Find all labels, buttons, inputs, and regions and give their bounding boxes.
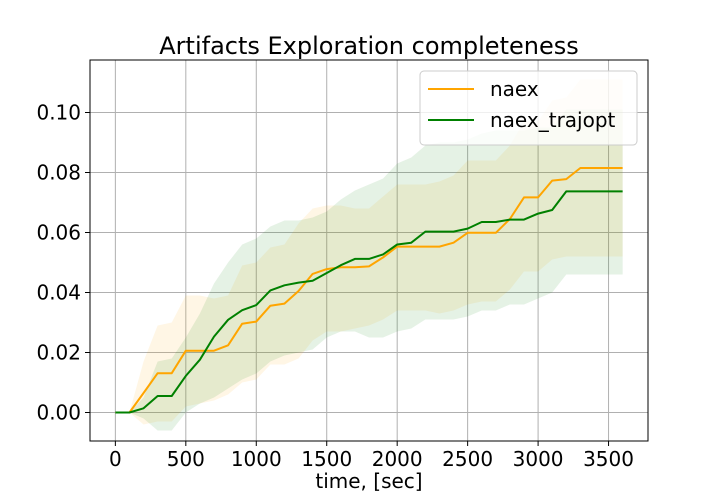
y-tick-label-1: 0.02 bbox=[36, 341, 81, 365]
y-tick-label-0: 0.00 bbox=[36, 401, 81, 425]
series-lines bbox=[115, 167, 623, 414]
x-tick-label-6: 3000 bbox=[513, 447, 564, 471]
legend-label-naex-trajopt: naex_trajopt bbox=[490, 108, 616, 132]
x-tick-label-1: 500 bbox=[167, 447, 205, 471]
x-tick-label-0: 0 bbox=[109, 447, 122, 471]
x-tick-label-3: 1500 bbox=[301, 447, 352, 471]
y-tick-label-3: 0.06 bbox=[36, 221, 81, 245]
x-tick-label-5: 2500 bbox=[442, 447, 493, 471]
y-axis-ticks: 0.00 0.02 0.04 0.06 0.08 0.10 bbox=[36, 101, 90, 425]
line-naex bbox=[115, 167, 623, 414]
band-naex bbox=[115, 79, 623, 425]
x-axis-ticks: 0 500 1000 1500 2000 2500 3000 3500 bbox=[109, 441, 634, 471]
line-naex-trajopt bbox=[115, 190, 623, 414]
confidence-bands bbox=[115, 79, 623, 431]
legend-label-naex: naex bbox=[490, 77, 539, 101]
x-tick-label-2: 1000 bbox=[231, 447, 282, 471]
chart-title: Artifacts Exploration completeness bbox=[159, 32, 578, 60]
legend-box bbox=[419, 70, 638, 146]
y-tick-label-2: 0.04 bbox=[36, 281, 81, 305]
y-tick-label-4: 0.08 bbox=[36, 161, 81, 185]
band-naex-trajopt bbox=[115, 109, 623, 431]
x-axis-label: time, [sec] bbox=[315, 469, 422, 493]
plot-frame bbox=[89, 59, 649, 442]
y-tick-label-5: 0.10 bbox=[36, 101, 81, 125]
x-tick-label-7: 3500 bbox=[583, 447, 634, 471]
legend: naex naex_trajopt bbox=[419, 70, 638, 146]
x-tick-label-4: 2000 bbox=[372, 447, 423, 471]
